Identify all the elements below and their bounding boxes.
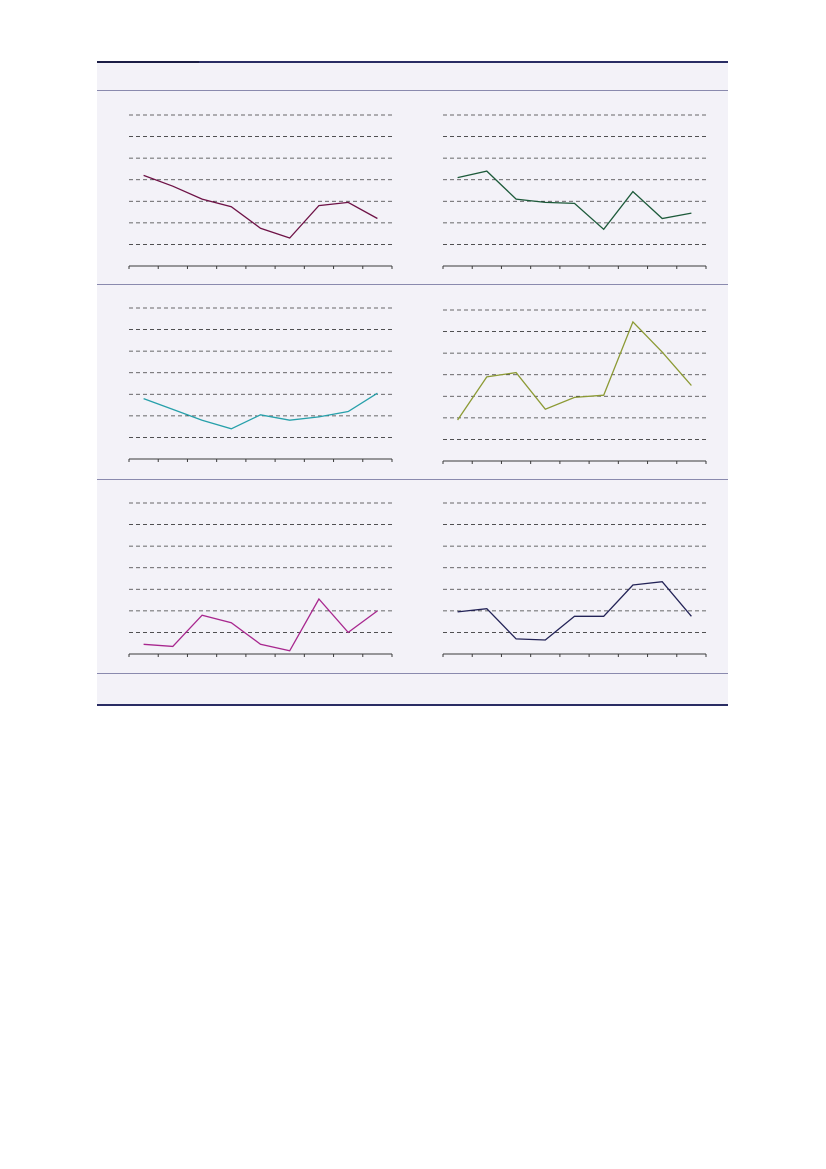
chart-panel-3 (128, 307, 393, 462)
gridlines (129, 114, 392, 245)
gridlines (129, 502, 392, 633)
chart-panel-4 (442, 309, 707, 464)
series-line (457, 320, 692, 421)
series-line (143, 597, 378, 652)
row-separator (97, 284, 728, 285)
bottom-rule (97, 704, 728, 706)
series-line (457, 170, 692, 231)
chart-panel-6 (442, 502, 707, 657)
gridlines (443, 309, 706, 440)
header-rule-accent (97, 61, 199, 63)
series-line (457, 581, 692, 641)
series-line (143, 174, 378, 239)
row-separator (97, 479, 728, 480)
gridlines (129, 307, 392, 438)
chart-panel-2 (442, 114, 707, 269)
top-rule (97, 61, 728, 63)
series-line (143, 392, 378, 430)
row-separator (97, 90, 728, 91)
chart-panel-1 (128, 114, 393, 269)
chart-panel-5 (128, 502, 393, 657)
chart-figure (97, 61, 728, 706)
row-separator (97, 673, 728, 674)
gridlines (443, 114, 706, 245)
gridlines (443, 502, 706, 633)
